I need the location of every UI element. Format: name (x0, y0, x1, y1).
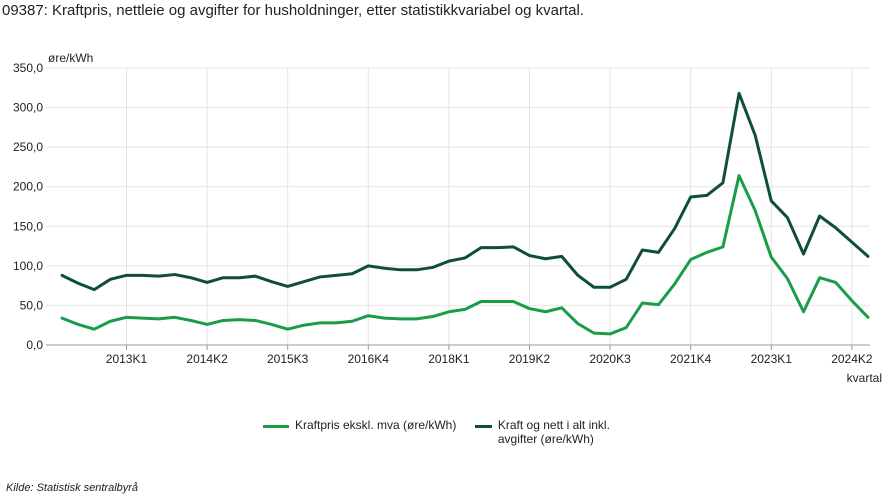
legend-label-kraftpris: Kraftpris ekskl. mva (øre/kWh) (295, 418, 457, 432)
chart-title: 09387: Kraftpris, nettleie og avgifter f… (2, 2, 584, 19)
legend-label-kraft-og-nett: Kraft og nett i alt inkl. avgifter (øre/… (497, 418, 610, 446)
legend-swatch-kraftpris (263, 425, 289, 428)
y-tick-label: 0,0 (26, 338, 43, 352)
line-chart: 0,0 50,0 100,0 150,0 200,0 250,0 300,0 350,0 201… (13, 51, 882, 385)
series-layer (60, 91, 870, 336)
y-tick-label: 100,0 (13, 259, 43, 273)
y-tick-label: 50,0 (20, 298, 44, 312)
grid-layer (46, 67, 870, 345)
y-tick-label: 250,0 (13, 140, 43, 154)
x-tick-label: 2014K2 (186, 352, 228, 366)
y-tick-label: 350,0 (13, 61, 43, 75)
x-tick-label: 2015K3 (267, 352, 309, 366)
legend-item-kraft-og-nett[interactable]: Kraft og nett i alt inkl. avgifter (øre/… (475, 418, 635, 446)
y-tick-label: 200,0 (13, 180, 43, 194)
axis-layer: 0,0 50,0 100,0 150,0 200,0 250,0 300,0 350,0 201… (13, 61, 873, 366)
legend-item-kraftpris[interactable]: Kraftpris ekskl. mva (øre/kWh) (263, 418, 456, 432)
series-line-kraft-og-nett (60, 91, 870, 292)
y-tick-label: 150,0 (13, 219, 43, 233)
x-tick-label: 2021K4 (670, 352, 712, 366)
x-tick-label: 2013K1 (106, 352, 148, 366)
x-tick-label: 2023K1 (751, 352, 793, 366)
x-tick-label: 2024K2 (831, 352, 873, 366)
x-axis-label: kvartal (847, 371, 882, 385)
y-axis-label: øre/kWh (48, 51, 93, 65)
x-tick-label: 2016K4 (348, 352, 390, 366)
series-line-kraftpris (60, 174, 870, 336)
x-tick-label: 2019K2 (509, 352, 551, 366)
y-tick-label: 300,0 (13, 101, 43, 115)
legend-swatch-kraft-og-nett (475, 425, 492, 428)
x-tick-label: 2018K1 (428, 352, 470, 366)
x-tick-label: 2020K3 (589, 352, 631, 366)
source-note: Kilde: Statistisk sentralbyrå (6, 482, 139, 494)
